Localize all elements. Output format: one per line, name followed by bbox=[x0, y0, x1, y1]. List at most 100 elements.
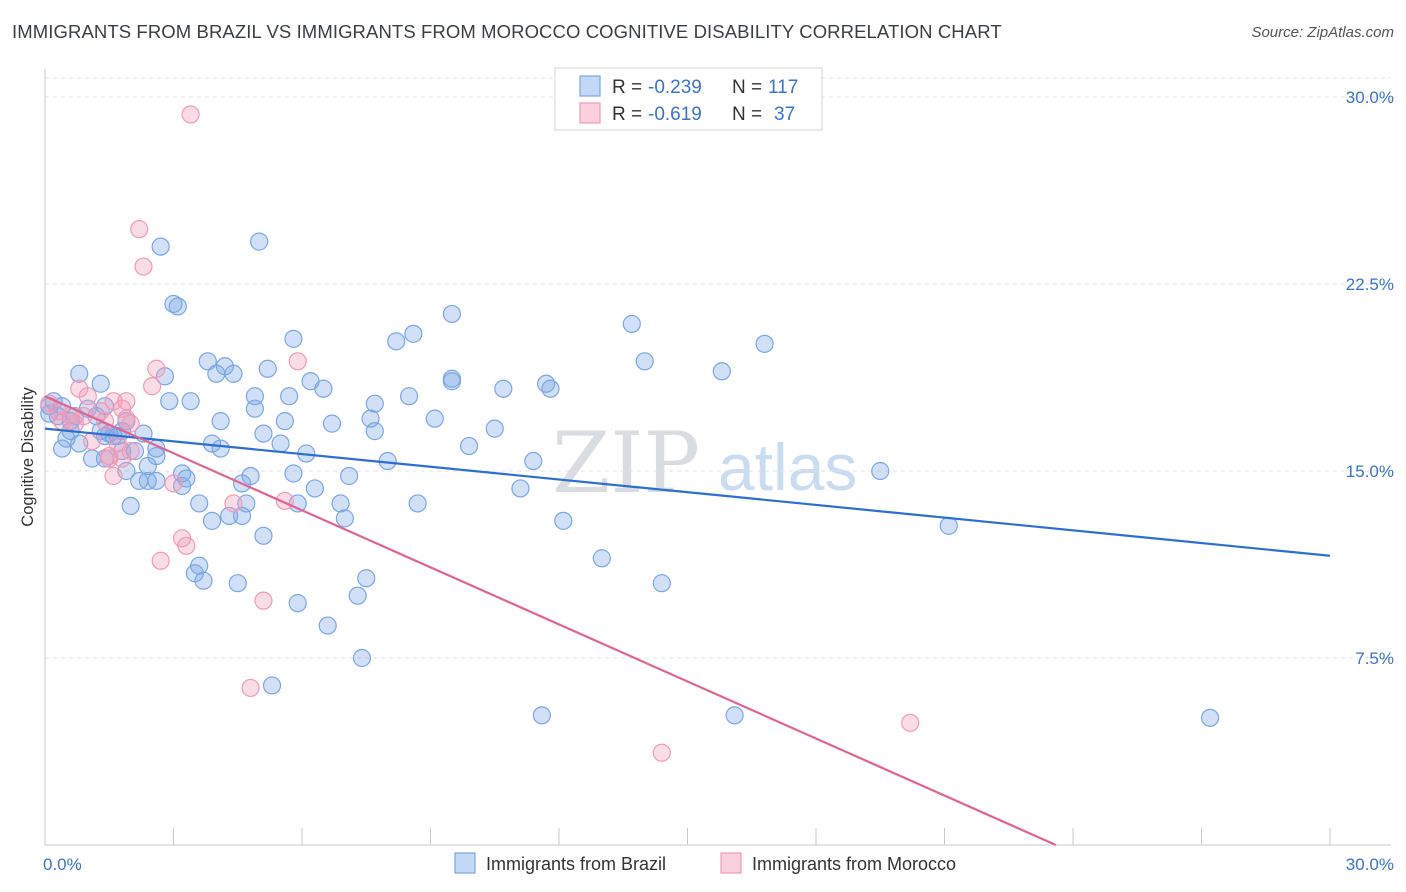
morocco-point bbox=[147, 359, 166, 378]
brazil-point bbox=[147, 446, 166, 466]
y-tick-label: 15.0% bbox=[1346, 462, 1394, 481]
brazil-point bbox=[254, 526, 273, 545]
brazil-point bbox=[275, 412, 294, 431]
morocco-point bbox=[177, 536, 196, 555]
brazil-point bbox=[237, 494, 256, 513]
brazil-point bbox=[425, 409, 444, 428]
brazil-point bbox=[442, 304, 462, 324]
brazil-point bbox=[245, 387, 264, 406]
brazil-point bbox=[524, 451, 543, 471]
brazil-point bbox=[147, 471, 166, 491]
morocco-point bbox=[134, 257, 153, 276]
morocco-point bbox=[83, 431, 102, 451]
morocco-point bbox=[652, 743, 671, 762]
brazil-point bbox=[352, 648, 372, 668]
morocco-point bbox=[121, 414, 140, 433]
bottom-legend-swatch-brazil bbox=[454, 852, 476, 874]
morocco-point bbox=[288, 352, 307, 371]
morocco-point bbox=[117, 392, 136, 411]
morocco-point bbox=[241, 678, 260, 698]
brazil-point bbox=[250, 232, 269, 251]
legend-morocco-n-label: N = bbox=[732, 104, 762, 125]
brazil-point bbox=[511, 479, 530, 498]
legend-brazil-n-value: 117 bbox=[768, 77, 798, 98]
brazil-point bbox=[254, 424, 273, 443]
brazil-point bbox=[592, 549, 611, 568]
watermark-zip: ZIP bbox=[552, 414, 700, 512]
brazil-point bbox=[554, 511, 573, 530]
brazil-point bbox=[228, 574, 247, 593]
brazil-point bbox=[194, 571, 213, 590]
bottom-legend-label-brazil: Immigrants from Brazil bbox=[486, 854, 666, 874]
brazil-point bbox=[322, 414, 342, 433]
brazil-point bbox=[318, 616, 337, 635]
legend-morocco-r-label: R = bbox=[612, 104, 642, 125]
brazil-point bbox=[725, 706, 744, 725]
morocco-point bbox=[181, 105, 200, 124]
brazil-point bbox=[241, 466, 260, 486]
brazil-point bbox=[335, 509, 354, 528]
morocco-point bbox=[121, 441, 140, 461]
bottom-legend-swatch-morocco bbox=[720, 852, 742, 874]
morocco-point bbox=[151, 551, 170, 570]
brazil-point bbox=[622, 314, 641, 333]
morocco-point bbox=[78, 387, 97, 406]
brazil-point bbox=[541, 379, 560, 398]
brazil-point bbox=[284, 464, 303, 483]
brazil-point bbox=[121, 496, 140, 516]
brazil-point bbox=[190, 494, 209, 513]
brazil-point bbox=[211, 412, 230, 431]
brazil-point bbox=[939, 516, 958, 535]
brazil-point bbox=[652, 574, 671, 593]
y-tick-label: 22.5% bbox=[1346, 275, 1394, 294]
brazil-point bbox=[288, 594, 307, 613]
bottom-legend-label-morocco: Immigrants from Morocco bbox=[752, 854, 956, 874]
brazil-point bbox=[181, 392, 200, 411]
brazil-point bbox=[442, 369, 462, 388]
brazil-point bbox=[202, 511, 222, 530]
morocco-point bbox=[91, 402, 110, 421]
brazil-point bbox=[305, 479, 324, 498]
brazil-point bbox=[357, 569, 376, 588]
y-axis-tick-labels: 7.5% 15.0% 22.5% 30.0% bbox=[1346, 88, 1394, 668]
legend-morocco-r-value: -0.619 bbox=[648, 104, 702, 125]
watermark-atlas: atlas bbox=[718, 430, 857, 504]
brazil-point bbox=[871, 461, 890, 481]
brazil-point bbox=[1200, 708, 1220, 727]
brazil-point bbox=[755, 334, 774, 353]
brazil-point bbox=[340, 466, 359, 486]
brazil-point bbox=[224, 364, 243, 383]
brazil-point bbox=[168, 297, 187, 316]
brazil-trend-line bbox=[44, 427, 1331, 557]
brazil-point bbox=[258, 359, 277, 378]
brazil-point bbox=[331, 494, 350, 513]
legend-swatch-morocco bbox=[579, 102, 601, 124]
brazil-point bbox=[404, 324, 423, 343]
x-tick-label-max: 30.0% bbox=[1346, 855, 1394, 874]
morocco-points bbox=[40, 105, 920, 762]
morocco-point bbox=[104, 466, 123, 486]
brazil-point bbox=[387, 332, 406, 351]
brazil-point bbox=[198, 352, 217, 371]
brazil-point bbox=[365, 394, 384, 413]
y-axis-title: Cognitive Disability bbox=[19, 387, 37, 527]
brazil-point bbox=[271, 434, 290, 453]
correlation-legend: R = -0.239 N = 117 R = -0.619 N = 37 bbox=[554, 67, 823, 131]
brazil-point bbox=[348, 586, 367, 605]
morocco-point bbox=[130, 220, 149, 239]
brazil-point bbox=[494, 379, 513, 398]
brazil-point bbox=[532, 706, 551, 725]
brazil-point bbox=[712, 362, 731, 381]
brazil-point bbox=[211, 439, 230, 458]
brazil-point bbox=[314, 379, 333, 398]
brazil-point bbox=[245, 399, 264, 418]
brazil-point bbox=[408, 494, 427, 513]
x-axis-ticks bbox=[44, 828, 1331, 845]
brazil-point bbox=[151, 237, 170, 256]
morocco-point bbox=[254, 591, 273, 610]
brazil-point bbox=[365, 422, 384, 441]
source-credit: Source: ZipAtlas.com bbox=[1251, 24, 1394, 41]
brazil-point bbox=[53, 439, 72, 458]
y-tick-label: 30.0% bbox=[1346, 88, 1394, 107]
trend-lines bbox=[44, 395, 1331, 847]
